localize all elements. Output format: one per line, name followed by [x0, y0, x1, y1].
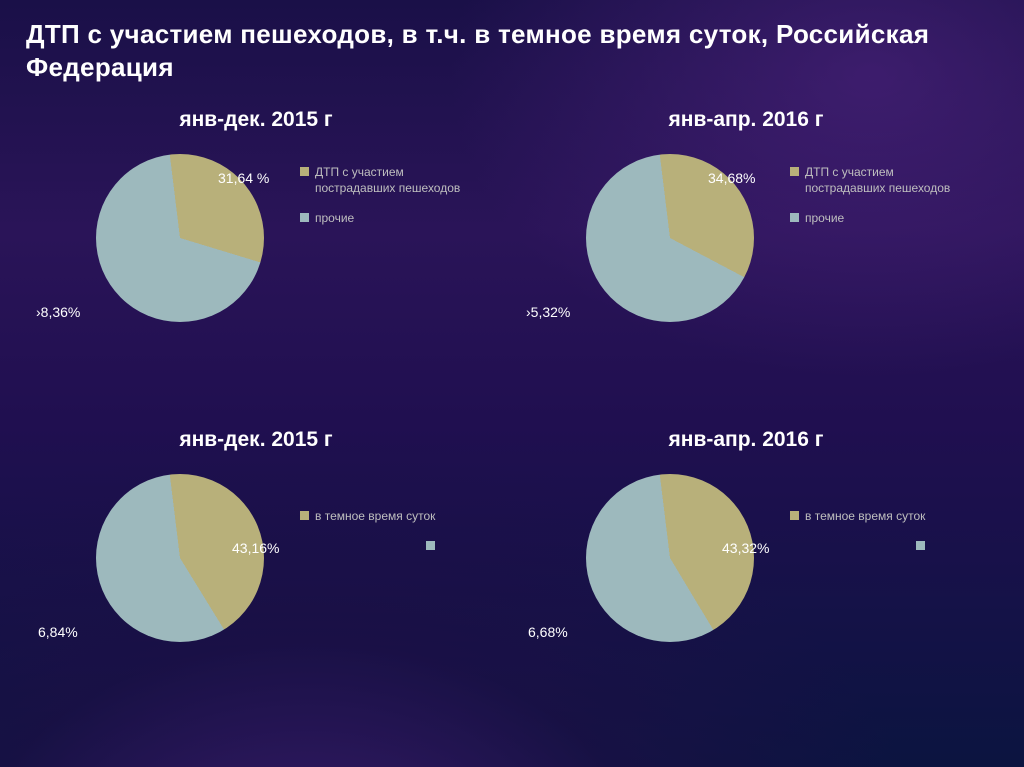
legend-swatch [790, 213, 799, 222]
slice-label: 43,32% [722, 540, 769, 556]
chart-cell: янв-дек. 2015 г 43,16% 6,84% в темное время… [0, 428, 512, 728]
legend: ДТП с участием пострадавших пешеходов про… [300, 164, 470, 241]
legend-label: прочие [315, 210, 354, 226]
legend-swatch [300, 511, 309, 520]
legend-item: ДТП с участием пострадавших пешеходов [300, 164, 470, 196]
slice-label: ›5,32% [526, 304, 570, 320]
legend-item: ДТП с участием пострадавших пешеходов [790, 164, 960, 196]
legend: ДТП с участием пострадавших пешеходов про… [790, 164, 960, 241]
legend-label: в темное время суток [805, 508, 925, 524]
legend-swatch [790, 511, 799, 520]
legend-swatch [300, 167, 309, 176]
legend-item: в темное время суток [790, 508, 925, 524]
legend-item: прочие [790, 210, 960, 226]
page-title: ДТП с участием пешеходов, в т.ч. в темно… [26, 18, 998, 83]
chart-title: янв-апр. 2016 г [490, 428, 1002, 452]
chart-cell: янв-апр. 2016 г 34,68% ›5,32% ДТП с участие… [490, 108, 1002, 408]
legend-item: прочие [300, 210, 470, 226]
legend-swatch [790, 167, 799, 176]
chart-title: янв-дек. 2015 г [0, 428, 512, 452]
legend-label: ДТП с участием пострадавших пешеходов [315, 164, 470, 196]
slice-label: 43,16% [232, 540, 279, 556]
pie [96, 474, 264, 642]
slice-label: 6,68% [528, 624, 568, 640]
slice-label: ›8,36% [36, 304, 80, 320]
legend-swatch [426, 541, 435, 550]
slice-label: 31,64 % [218, 170, 269, 186]
legend-swatch [300, 213, 309, 222]
legend-item [790, 538, 925, 550]
chart-cell: янв-дек. 2015 г 31,64 % ›8,36% ДТП с участи… [0, 108, 512, 408]
legend-label: ДТП с участием пострадавших пешеходов [805, 164, 960, 196]
slice-label: 6,84% [38, 624, 78, 640]
slide: ДТП с участием пешеходов, в т.ч. в темно… [0, 0, 1024, 767]
legend: в темное время суток [300, 508, 435, 564]
legend-swatch [916, 541, 925, 550]
legend: в темное время суток [790, 508, 925, 564]
slice-label: 34,68% [708, 170, 755, 186]
pie [586, 474, 754, 642]
chart-title: янв-апр. 2016 г [490, 108, 1002, 132]
chart-grid: янв-дек. 2015 г 31,64 % ›8,36% ДТП с участи… [0, 108, 1024, 748]
legend-label: прочие [805, 210, 844, 226]
legend-item [300, 538, 435, 550]
legend-label: в темное время суток [315, 508, 435, 524]
legend-item: в темное время суток [300, 508, 435, 524]
pie-chart [586, 474, 754, 642]
pie-chart [96, 474, 264, 642]
chart-cell: янв-апр. 2016 г 43,32% 6,68% в темное время… [490, 428, 1002, 728]
chart-title: янв-дек. 2015 г [0, 108, 512, 132]
